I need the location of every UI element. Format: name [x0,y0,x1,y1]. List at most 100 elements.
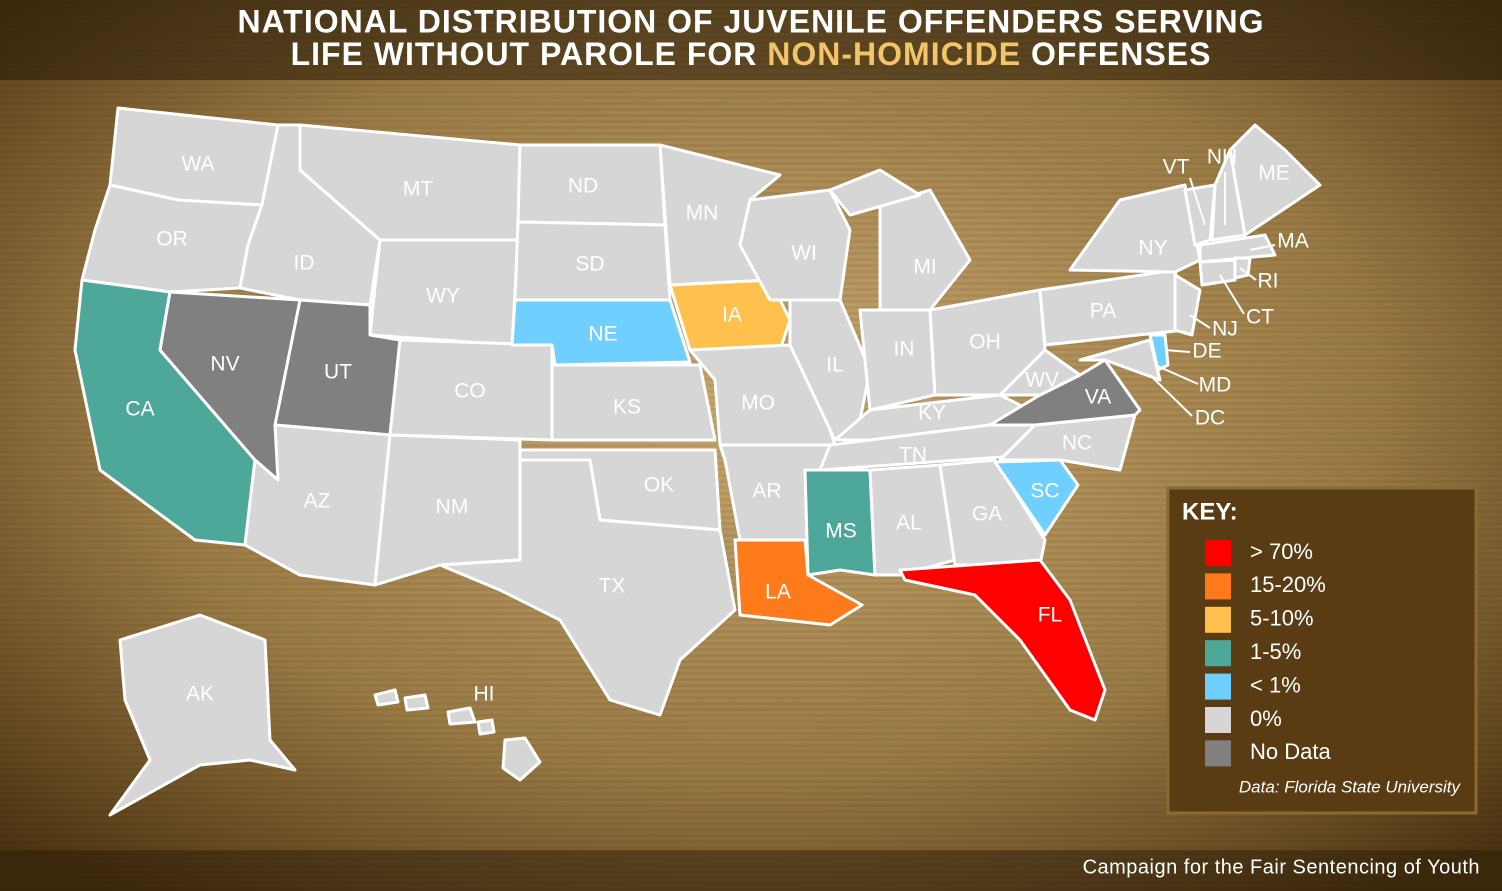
credit-band [0,850,1502,891]
state-shape [733,538,864,627]
state-label: CO [454,380,486,403]
key-source: Data: Florida State University [1239,777,1462,796]
state-label: SC [1030,480,1059,503]
title-part: LIFE WITHOUT PAROLE FOR [291,36,758,72]
key-label: No Data [1250,739,1331,764]
state-label: VT [1163,156,1190,179]
state-label: FL [1038,604,1063,627]
state-label: KS [613,396,641,419]
key-label: 5-10% [1250,606,1314,631]
leader-line [1164,349,1191,353]
state-shape [501,736,542,782]
key-swatch [1205,673,1231,700]
state-shape [1173,273,1202,337]
leader-line [1249,244,1276,251]
state-labels: WA OR CA NV ID MT WY UT CO AZ NM ND SD NE KS OK TX MN IA MO… [125,146,1308,706]
state-label: MA [1277,230,1309,253]
credit: Campaign for the Fair Sentencing of Yout… [1083,856,1480,878]
state-label: WA [181,153,214,176]
title-part: OFFENSES [1031,36,1211,72]
state-label: VA [1085,386,1111,409]
state-label: NJ [1212,318,1238,341]
title-line1: NATIONAL DISTRIBUTION OF JUVENILE OFFEND… [237,3,1264,39]
key-label: > 70% [1250,539,1313,564]
key-label: 1-5% [1250,639,1301,664]
state-label: WV [1025,369,1059,392]
map [73,106,1322,817]
state-label: NY [1138,237,1167,260]
state-shape [403,693,430,712]
state-label: AL [896,512,922,535]
state-label: CA [125,398,154,421]
title-line2: LIFE WITHOUT PAROLE FOR NON-HOMICIDE OFF… [291,36,1212,72]
state-shape [898,558,1107,722]
state-label: IA [722,304,742,327]
leader-line [1239,267,1257,281]
state-label: PA [1090,300,1116,323]
state-shape [878,188,972,312]
state-label: IN [894,338,915,361]
leader-line [1219,274,1245,315]
state-label: GA [972,503,1002,526]
state-label: NE [588,323,617,346]
state-label: OH [969,331,1001,354]
state-shape [668,278,792,352]
state-shape [1228,123,1322,237]
state-label: WY [426,285,460,308]
state-label: AZ [304,490,331,513]
state-label: NV [210,353,239,376]
state-label: RI [1258,270,1279,293]
state-shape [998,348,1082,397]
key-label: 15-20% [1250,572,1326,597]
state-label: ND [568,175,598,198]
key-label: < 1% [1250,672,1301,697]
state-label: HI [474,683,495,706]
state-label: CT [1246,306,1274,329]
state-shape [828,168,922,217]
state-label: NH [1207,146,1237,169]
state-label: SD [575,253,604,276]
key-label: 0% [1250,706,1282,731]
leader-line [1189,314,1211,329]
state-label: MD [1199,374,1232,397]
state-label: MI [913,256,936,279]
leader-line [1149,374,1193,417]
state-label: NM [436,496,469,519]
state-shape [446,706,477,726]
state-label: ME [1258,162,1290,185]
key-swatch [1205,640,1231,667]
state-shape [1078,338,1162,382]
state-label: KY [918,402,946,425]
state-label: LA [765,581,791,604]
state-shape [373,688,400,707]
state-label: MS [825,520,857,543]
state-shape [476,718,496,736]
state-shape [438,458,737,717]
state-label: MT [403,178,433,201]
state-label: MO [741,392,775,415]
state-label: ID [294,252,315,275]
state-shape [1198,233,1277,264]
state-label: AK [186,683,214,706]
state-label: AR [752,480,781,503]
state-label: TX [599,575,626,598]
state-shape [108,613,297,817]
state-shape [550,363,717,442]
key-items: > 70% 15-20% 5-10% 1-5% < 1% 0% No Data [1205,539,1331,767]
state-label: UT [324,361,352,384]
state-shape [1198,258,1237,287]
key-swatch [1205,740,1231,767]
leader-line [1189,177,1206,226]
state-label: DE [1192,340,1221,363]
state-label: NC [1062,432,1092,455]
key-title: KEY: [1182,498,1238,525]
state-label: WI [791,242,817,265]
state-label: OK [644,474,674,497]
key-swatch [1205,540,1231,566]
state-label: OR [156,228,188,251]
state-shape [803,468,877,577]
key-swatch [1205,707,1231,733]
key-swatch [1205,606,1231,633]
state-label: DC [1195,407,1225,430]
